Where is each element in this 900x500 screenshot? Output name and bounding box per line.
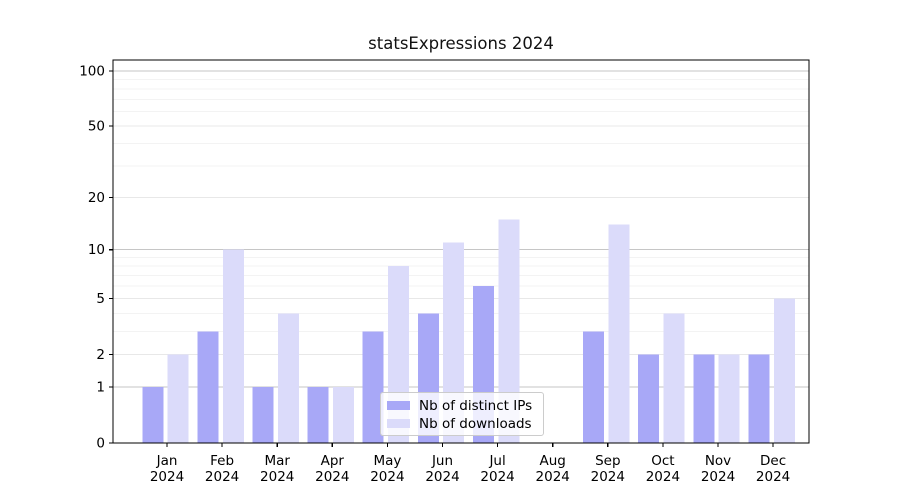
legend-item-downloads: Nb of downloads	[387, 415, 535, 432]
x-tick-label-year: 2024	[591, 469, 625, 485]
legend-item-distinct-ips: Nb of distinct IPs	[387, 397, 535, 414]
legend-swatch-distinct-ips	[387, 401, 410, 410]
x-tick-label-month: Aug	[540, 453, 566, 469]
bar-downloads-oct	[663, 313, 685, 443]
x-tick-label-year: 2024	[150, 469, 184, 485]
bar-distinct-ips-apr	[307, 387, 329, 443]
x-tick-label-year: 2024	[260, 469, 294, 485]
x-tick-label-year: 2024	[370, 469, 404, 485]
x-tick-label-month: May	[373, 453, 401, 469]
x-tick-label-year: 2024	[701, 469, 735, 485]
y-tick-label: 100	[79, 63, 105, 79]
bar-downloads-dec	[773, 298, 795, 443]
x-tick-label-year: 2024	[425, 469, 459, 485]
bar-distinct-ips-may	[362, 331, 384, 443]
x-tick-label-month: Jan	[156, 453, 178, 469]
bar-distinct-ips-mar	[252, 387, 274, 443]
y-tick-label: 10	[88, 242, 105, 258]
y-tick-label: 2	[96, 347, 105, 363]
x-tick-label-month: Jun	[431, 453, 453, 469]
legend-label-distinct-ips: Nb of distinct IPs	[419, 397, 533, 414]
bar-downloads-sep	[608, 224, 630, 443]
y-tick-label: 5	[96, 291, 105, 307]
x-tick-label-year: 2024	[536, 469, 570, 485]
x-tick-label-month: Sep	[595, 453, 620, 469]
x-tick-label-month: Dec	[760, 453, 786, 469]
x-tick-label-year: 2024	[756, 469, 790, 485]
plot-border	[112, 59, 810, 444]
bar-distinct-ips-feb	[197, 331, 219, 443]
x-tick-label-year: 2024	[646, 469, 680, 485]
bar-distinct-ips-oct	[638, 354, 660, 443]
legend-label-downloads: Nb of downloads	[419, 415, 532, 432]
bar-distinct-ips-nov	[693, 354, 715, 443]
x-tick-label-year: 2024	[315, 469, 349, 485]
bar-downloads-nov	[718, 354, 740, 443]
chart-title: statsExpressions 2024	[368, 34, 554, 53]
x-tick-label-year: 2024	[480, 469, 514, 485]
x-tick-label-month: Feb	[210, 453, 234, 469]
bar-distinct-ips-sep	[583, 331, 605, 443]
y-tick-label: 1	[96, 380, 105, 396]
x-tick-label-month: Apr	[321, 453, 345, 469]
bar-downloads-feb	[222, 249, 244, 443]
x-tick-label-month: Oct	[651, 453, 674, 469]
bar-distinct-ips-jan	[142, 387, 164, 443]
x-tick-label-month: Mar	[264, 453, 290, 469]
bar-downloads-apr	[333, 387, 354, 443]
y-tick-label: 0	[96, 436, 105, 452]
x-tick-label-year: 2024	[205, 469, 239, 485]
bar-downloads-mar	[277, 313, 299, 443]
bar-distinct-ips-dec	[748, 354, 770, 443]
bar-downloads-jul	[498, 219, 520, 443]
x-tick-label-month: Jul	[488, 453, 505, 469]
legend: Nb of distinct IPs Nb of downloads	[380, 392, 544, 436]
x-tick-label-month: Nov	[705, 453, 731, 469]
bar-downloads-jan	[167, 354, 189, 443]
y-tick-label: 50	[88, 119, 105, 135]
legend-swatch-downloads	[387, 419, 410, 428]
y-tick-label: 20	[88, 190, 105, 206]
